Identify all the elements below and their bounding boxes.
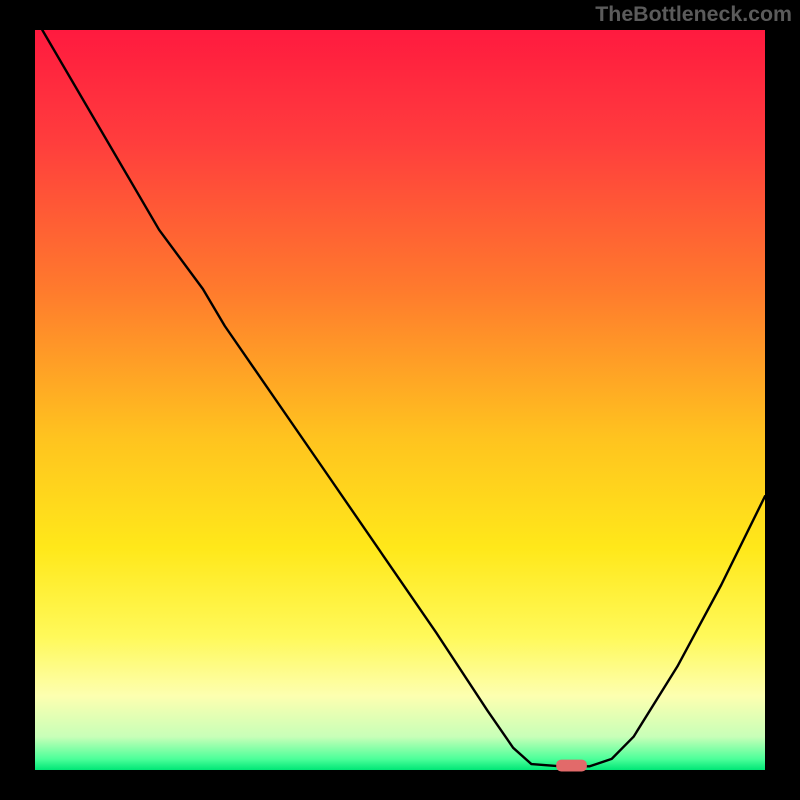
watermark-text: TheBottleneck.com: [595, 2, 792, 27]
plot-background: [35, 30, 765, 770]
bottleneck-chart: [0, 0, 800, 800]
chart-container: { "watermark": { "text": "TheBottleneck.…: [0, 0, 800, 800]
optimal-marker: [556, 760, 587, 772]
